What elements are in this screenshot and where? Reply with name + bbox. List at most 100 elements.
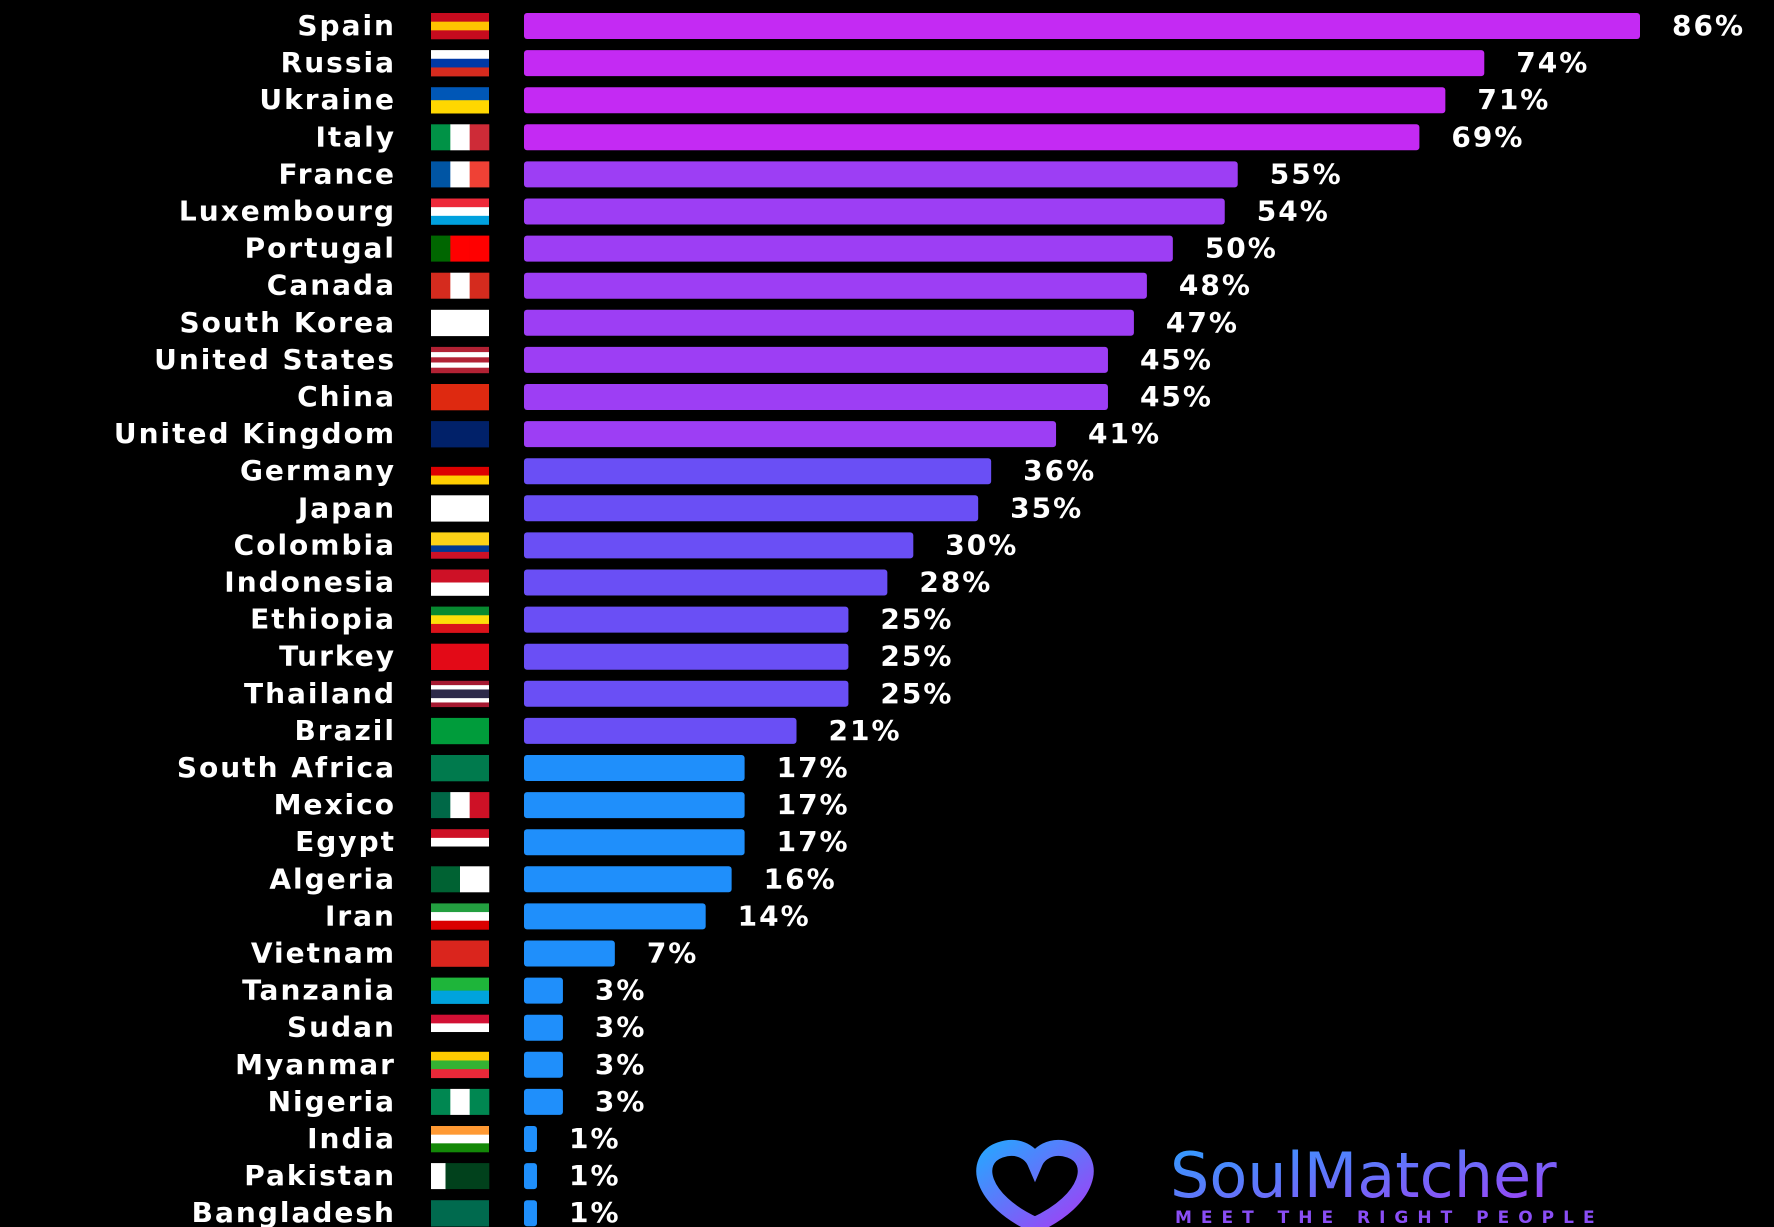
flag-stripe — [450, 792, 470, 819]
value-label: 17% — [777, 751, 850, 784]
category-label: China — [297, 380, 396, 413]
flag — [431, 1163, 490, 1190]
flag-stripe — [431, 1126, 489, 1135]
flag-stripe — [431, 50, 489, 60]
flag-stripe — [431, 30, 489, 40]
category-label: Turkey — [279, 640, 396, 673]
value-label: 3% — [595, 974, 647, 1007]
flag-stripe — [431, 1069, 489, 1079]
logo-tagline: MEET THE RIGHT PEOPLE — [1175, 1208, 1604, 1227]
category-label: South Korea — [179, 306, 396, 339]
flag-stripe — [431, 615, 489, 625]
flag-stripe — [431, 1032, 489, 1041]
category-label: Russia — [281, 46, 396, 79]
bar — [524, 1126, 537, 1152]
bar — [524, 13, 1640, 39]
value-label: 16% — [764, 862, 837, 895]
logo: SoulMatcher MEET THE RIGHT PEOPLE — [976, 1139, 1604, 1227]
category-label: Portugal — [245, 232, 396, 265]
flag — [431, 1200, 489, 1227]
flag-stripe — [431, 367, 489, 374]
value-label: 25% — [880, 640, 953, 673]
value-label: 14% — [738, 899, 811, 932]
flag-stripe — [469, 272, 490, 299]
bar — [524, 680, 849, 707]
bar — [524, 940, 615, 967]
flag-stripe — [431, 1134, 489, 1144]
flag-stripe — [431, 384, 489, 411]
flag-stripe — [460, 1163, 475, 1190]
flag-stripe — [431, 87, 489, 101]
bar — [524, 1088, 563, 1115]
category-label: France — [278, 157, 396, 190]
flag-stripe — [431, 702, 489, 708]
category-label: Colombia — [234, 528, 396, 561]
flag — [431, 421, 489, 448]
flag — [431, 977, 489, 1004]
category-label: Iran — [325, 899, 396, 932]
flag-stripe — [431, 67, 489, 77]
category-label: Algeria — [269, 862, 396, 895]
flag-stripe — [431, 466, 489, 476]
value-label: 45% — [1140, 380, 1213, 413]
value-label: 35% — [1010, 491, 1083, 524]
flag-stripe — [469, 161, 490, 188]
bar — [524, 384, 1108, 410]
value-label: 7% — [647, 937, 699, 970]
flag-stripe — [431, 685, 489, 690]
category-label: Spain — [297, 9, 396, 42]
flag-stripe — [431, 837, 489, 847]
bar — [524, 643, 849, 670]
flag-stripe — [431, 755, 489, 782]
flag — [431, 866, 490, 893]
flag-stripe — [431, 792, 451, 819]
value-label: 41% — [1088, 417, 1161, 450]
flag-stripe — [431, 532, 489, 540]
value-label: 25% — [880, 603, 953, 636]
category-label: South Africa — [177, 751, 396, 784]
flag-stripe — [431, 362, 489, 368]
category-label: Thailand — [244, 677, 396, 710]
flag-stripe — [431, 569, 489, 583]
logo-icon — [976, 1139, 1094, 1227]
bar — [524, 717, 797, 744]
bar — [524, 829, 745, 856]
flag-stripe — [431, 272, 451, 299]
flag-stripe — [431, 990, 489, 1004]
flag-stripe — [431, 21, 489, 31]
flag-stripe — [431, 846, 489, 856]
bar — [524, 87, 1446, 114]
bar — [524, 866, 732, 893]
category-label: Vietnam — [251, 937, 396, 970]
category-label: Myanmar — [235, 1048, 396, 1081]
flag-stripe — [431, 866, 461, 893]
flag-stripe — [431, 582, 489, 596]
flag — [431, 606, 489, 633]
bar — [524, 569, 888, 596]
category-label: Mexico — [274, 788, 396, 821]
flag-stripe — [450, 272, 470, 299]
flag — [431, 717, 489, 745]
bar — [524, 198, 1225, 225]
category-label: Indonesia — [224, 566, 396, 599]
category-label: Canada — [267, 269, 396, 302]
flag-stripe — [431, 1163, 446, 1190]
flag-stripe — [431, 940, 489, 967]
flag — [431, 792, 490, 819]
bar — [524, 606, 849, 633]
flag-stripe — [431, 693, 489, 699]
flag-stripe — [431, 643, 489, 670]
flag-stripe — [431, 161, 451, 188]
bar — [524, 309, 1134, 336]
category-label: Sudan — [287, 1011, 396, 1044]
bar — [524, 458, 992, 485]
flag-stripe — [431, 13, 489, 22]
flag-stripe — [431, 903, 489, 913]
flag — [431, 87, 489, 114]
flag — [431, 384, 489, 411]
category-label: Tanzania — [242, 974, 396, 1007]
bar — [524, 532, 914, 559]
category-label: Ethiopia — [250, 603, 396, 636]
flag-stripe — [431, 198, 489, 208]
flag-stripe — [450, 235, 470, 262]
